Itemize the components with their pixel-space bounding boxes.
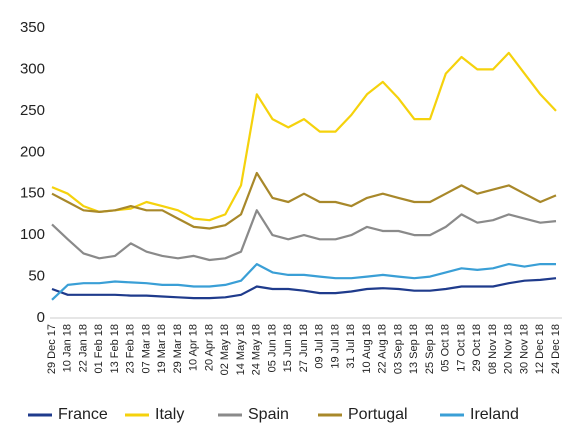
y-tick-label: 100 <box>20 226 45 243</box>
series-line <box>51 263 556 301</box>
x-tick-label: 08 Nov 18 <box>487 324 499 374</box>
y-tick-label: 300 <box>20 60 45 77</box>
x-tick-label: 31 Jul 18 <box>345 324 357 369</box>
legend-label: Italy <box>155 406 184 423</box>
x-tick-label: 15 Jun 18 <box>282 324 294 372</box>
y-tick-label: 200 <box>20 143 45 160</box>
legend-label: Spain <box>248 406 289 423</box>
series-line <box>51 277 557 300</box>
x-tick-label: 13 Feb 18 <box>109 324 121 374</box>
x-tick-label: 17 Oct 18 <box>455 324 467 372</box>
x-tick-label: 20 Nov 18 <box>503 324 515 374</box>
x-tick-label: 14 May 18 <box>235 324 247 375</box>
x-tick-label: 29 Mar 18 <box>172 324 184 374</box>
series-line <box>51 209 557 262</box>
y-tick-label: 50 <box>28 268 45 285</box>
x-tick-label: 02 May 18 <box>219 324 231 375</box>
y-tick-label: 0 <box>37 309 45 326</box>
legend-label: Portugal <box>348 406 408 423</box>
x-tick-label: 22 Aug 18 <box>377 324 389 374</box>
y-tick-label: 150 <box>20 185 45 202</box>
x-tick-label: 07 Mar 18 <box>140 324 152 374</box>
x-tick-label: 13 Sep 18 <box>408 324 420 374</box>
x-tick-label: 19 Mar 18 <box>156 324 168 374</box>
x-tick-label: 24 May 18 <box>251 324 263 375</box>
x-tick-label: 03 Sep 18 <box>392 324 404 374</box>
x-tick-label: 05 Oct 18 <box>440 324 452 372</box>
legend-label: France <box>58 406 108 423</box>
x-tick-label: 20 Apr 18 <box>203 324 215 371</box>
legend-label: Ireland <box>470 406 519 423</box>
x-tick-label: 24 Dec 18 <box>550 324 562 374</box>
x-tick-label: 29 Oct 18 <box>471 324 483 372</box>
y-tick-label: 350 <box>20 19 45 36</box>
x-tick-label: 10 Jan 18 <box>62 324 74 372</box>
x-tick-label: 27 Jun 18 <box>298 324 310 372</box>
x-tick-label: 19 Jul 18 <box>329 324 341 369</box>
x-tick-label: 23 Feb 18 <box>125 324 137 374</box>
x-tick-label: 05 Jun 18 <box>266 324 278 372</box>
series-line <box>51 171 557 230</box>
x-tick-label: 30 Nov 18 <box>518 324 530 374</box>
x-tick-label: 29 Dec 17 <box>46 324 58 374</box>
x-tick-label: 10 Apr 18 <box>188 324 200 371</box>
x-tick-label: 09 Jul 18 <box>314 324 326 369</box>
x-tick-label: 12 Dec 18 <box>534 324 546 374</box>
series-line <box>51 51 557 222</box>
x-tick-label: 10 Aug 18 <box>361 324 373 374</box>
x-tick-label: 01 Feb 18 <box>93 324 105 374</box>
y-tick-label: 250 <box>20 102 45 119</box>
x-tick-label: 25 Sep 18 <box>424 324 436 374</box>
x-tick-label: 22 Jan 18 <box>77 324 89 372</box>
